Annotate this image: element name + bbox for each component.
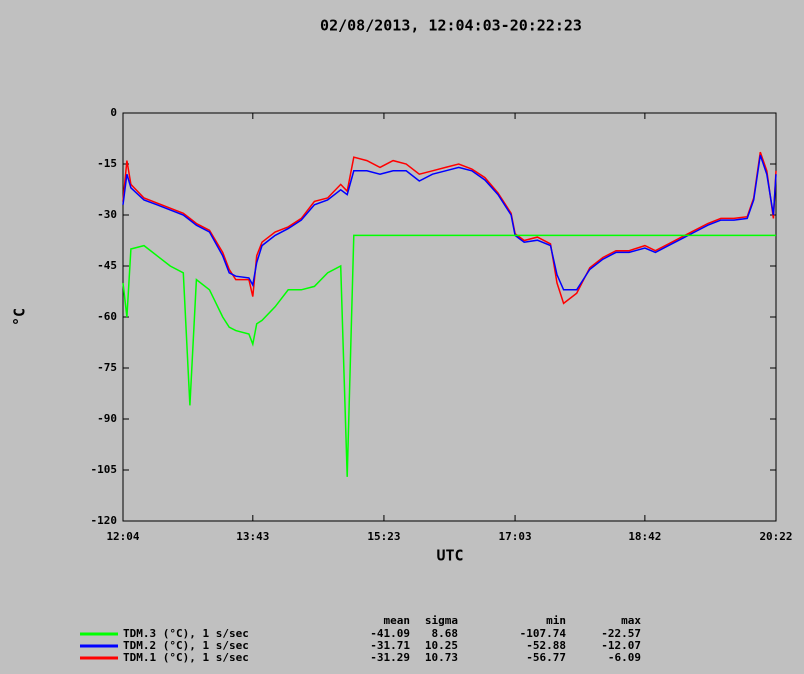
- stats-value: -56.77: [526, 651, 566, 664]
- y-tick-label: -30: [97, 208, 117, 221]
- stats-value: -12.07: [601, 639, 641, 652]
- stats-header: sigma: [425, 614, 458, 627]
- stats-value: -41.09: [370, 627, 410, 640]
- legend-label: TDM.1 (°C), 1 s/sec: [123, 651, 249, 664]
- y-tick-label: -45: [97, 259, 117, 272]
- x-axis-label: UTC: [436, 547, 463, 565]
- y-tick-label: -60: [97, 310, 117, 323]
- legend-label: TDM.3 (°C), 1 s/sec: [123, 627, 249, 640]
- stats-value: -31.71: [370, 639, 410, 652]
- stats-header: min: [546, 614, 566, 627]
- series-line: [122, 151, 777, 305]
- x-tick-label: 12:04: [106, 530, 139, 543]
- y-tick-label: -105: [91, 463, 118, 476]
- y-tick-label: -75: [97, 361, 117, 374]
- x-tick-label: 13:43: [236, 530, 269, 543]
- y-tick-label: -90: [97, 412, 117, 425]
- x-tick-label: 20:22: [759, 530, 792, 543]
- series-line: [122, 154, 777, 291]
- stats-value: -6.09: [608, 651, 641, 664]
- y-tick-label: -15: [97, 157, 117, 170]
- stats-value: 10.25: [425, 639, 458, 652]
- stats-value: -22.57: [601, 627, 641, 640]
- stats-value: -31.29: [370, 651, 410, 664]
- stats-header: max: [621, 614, 641, 627]
- stats-value: 8.68: [432, 627, 459, 640]
- stats-value: -52.88: [526, 639, 566, 652]
- stats-value: -107.74: [520, 627, 567, 640]
- y-tick-label: 0: [110, 106, 117, 119]
- x-tick-label: 18:42: [628, 530, 661, 543]
- y-tick-label: -120: [91, 514, 118, 527]
- stats-header: mean: [384, 614, 411, 627]
- legend-label: TDM.2 (°C), 1 s/sec: [123, 639, 249, 652]
- x-tick-label: 15:23: [367, 530, 400, 543]
- stats-value: 10.73: [425, 651, 458, 664]
- chart-title: 02/08/2013, 12:04:03-20:22:23: [320, 17, 582, 35]
- y-axis-label: °C: [11, 308, 29, 326]
- series-line: [122, 234, 776, 477]
- x-tick-label: 17:03: [498, 530, 531, 543]
